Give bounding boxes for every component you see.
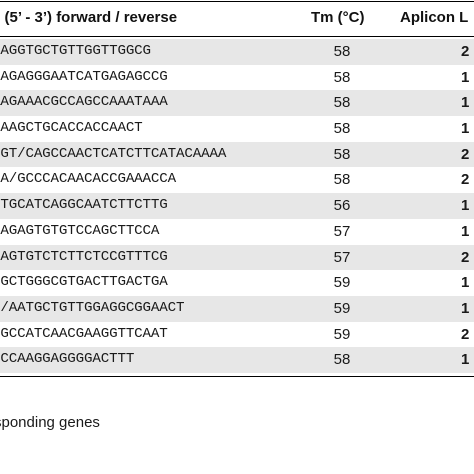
cell-amplicon: 1: [461, 197, 470, 215]
table-row: /AGTGTCTCTTCTCCGTTTCG 57 2: [0, 244, 474, 271]
cell-tm: 57: [333, 222, 351, 240]
cell-sequence: /TGCATCAGGCAATCTTCTTG: [0, 197, 168, 214]
cell-sequence: /AGAGGGAATCATGAGAGCCG: [0, 68, 168, 85]
cell-amplicon: 1: [461, 274, 470, 292]
cell-amplicon: 1: [461, 299, 470, 317]
cell-sequence: G/AATGCTGTTGGAGGCGGAACT: [0, 299, 185, 316]
cell-sequence: CAGAGTGTGTCCAGCTTCCA: [0, 222, 160, 239]
header-sequence: s (5’ - 3’) forward / reverse: [0, 9, 178, 26]
cell-sequence: AAGAAACGCCAGCCAAATAAA: [0, 94, 168, 111]
table-row: AAGAAACGCCAGCCAAATAAA 58 1: [0, 90, 474, 117]
cell-tm: 58: [333, 94, 351, 112]
cell-sequence: GA/GCCCACAACACCGAAACCA: [0, 171, 177, 188]
cell-sequence: CGT/CAGCCAACTCATCTTCATACAAAA: [0, 145, 227, 162]
header-rule: [0, 36, 474, 37]
table-top-rule: [0, 1, 474, 2]
cell-amplicon: 2: [461, 171, 470, 189]
cell-sequence: CCCAAGGAGGGGACTTT: [0, 351, 135, 368]
header-amplicon: Aplicon L: [400, 9, 469, 26]
table-footnote: sponding genes: [0, 414, 100, 431]
cell-sequence: CAAGCTGCACCACCAACT: [0, 120, 143, 137]
cell-amplicon: 1: [461, 222, 470, 240]
cell-tm: 58: [333, 120, 351, 138]
cell-tm: 59: [333, 299, 351, 317]
cell-sequence: /AGTGTCTCTTCTCCGTTTCG: [0, 248, 168, 265]
cell-amplicon: 1: [461, 94, 470, 112]
header-tm: Tm (°C): [311, 9, 365, 26]
table-row: GA/GCCCACAACACCGAAACCA 58 2: [0, 167, 474, 193]
table-row: G/AATGCTGTTGGAGGCGGAACT 59 1: [0, 295, 474, 322]
cell-amplicon: 1: [461, 351, 470, 369]
table-row: /AGGTGCTGTTGGTTGGCG 58 2: [0, 39, 474, 65]
cell-tm: 58: [333, 145, 351, 163]
cell-tm: 59: [333, 325, 351, 343]
table-row: /GCTGGGCGTGACTTGACTGA 59 1: [0, 270, 474, 296]
cell-tm: 57: [333, 248, 351, 266]
table-row: /GCCATCAACGAAGGTTCAAT 59 2: [0, 322, 474, 348]
cell-amplicon: 2: [461, 248, 470, 266]
table-row: /AGAGGGAATCATGAGAGCCG 58 1: [0, 65, 474, 91]
table-bottom-rule: [0, 376, 474, 377]
table-row: CGT/CAGCCAACTCATCTTCATACAAAA 58 2: [0, 141, 474, 168]
cell-tm: 59: [333, 274, 351, 292]
cell-sequence: /GCTGGGCGTGACTTGACTGA: [0, 274, 168, 291]
cell-amplicon: 2: [461, 145, 470, 163]
cell-tm: 58: [333, 43, 351, 60]
table-row: CCCAAGGAGGGGACTTT 58 1: [0, 347, 474, 373]
cell-tm: 58: [333, 351, 351, 369]
cell-sequence: /AGGTGCTGTTGGTTGGCG: [0, 43, 151, 59]
table-row: CAGAGTGTGTCCAGCTTCCA 57 1: [0, 219, 474, 245]
table-body: /AGGTGCTGTTGGTTGGCG 58 2/AGAGGGAATCATGAGAG…: [0, 39, 474, 373]
table-row: /TGCATCAGGCAATCTTCTTG 56 1: [0, 193, 474, 219]
cell-amplicon: 2: [461, 43, 470, 60]
cell-amplicon: 1: [461, 68, 470, 86]
cell-amplicon: 1: [461, 120, 470, 138]
cell-tm: 58: [333, 68, 351, 86]
cell-sequence: /GCCATCAACGAAGGTTCAAT: [0, 325, 168, 342]
table-row: CAAGCTGCACCACCAACT 58 1: [0, 116, 474, 142]
cell-tm: 56: [333, 197, 351, 215]
cell-tm: 58: [333, 171, 351, 189]
cell-amplicon: 2: [461, 325, 470, 343]
